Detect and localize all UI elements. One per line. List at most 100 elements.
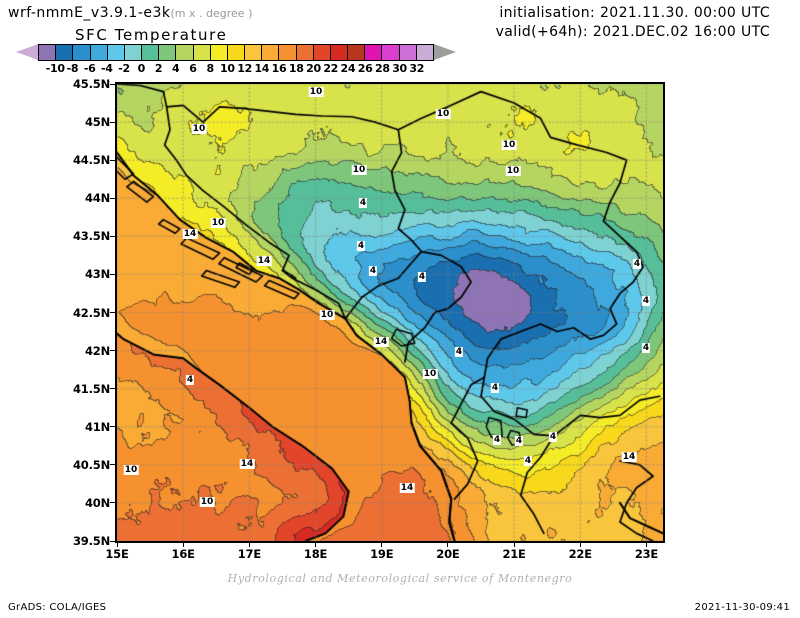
- colorbar-tick: 0: [137, 62, 146, 75]
- contour-label: 4: [417, 272, 427, 282]
- model-units: (m x . degree ): [170, 7, 253, 20]
- colorbar-tick: 12: [237, 62, 252, 75]
- contour-label: 14: [256, 256, 272, 266]
- valid-time: valid(+64h): 2021.DEC.02 16:00 UTC: [495, 24, 770, 40]
- colorbar-swatch: [193, 45, 211, 60]
- y-axis-tick-label: 45N: [84, 115, 110, 130]
- contour-label: 4: [358, 198, 368, 208]
- colorbar-tick: 14: [254, 62, 270, 75]
- render-timestamp: 2021-11-30-09:41: [694, 602, 790, 613]
- colorbar-under-arrow-icon: [16, 44, 38, 60]
- colorbar-swatch: [399, 45, 417, 60]
- y-axis-tick-mark: [110, 464, 115, 466]
- y-axis-tick-label: 44N: [84, 191, 110, 206]
- x-axis-tick-mark: [447, 543, 449, 547]
- colorbar-swatch: [262, 45, 280, 60]
- colorbar-swatch: [279, 45, 297, 60]
- colorbar-swatch: [159, 45, 177, 60]
- y-axis-tick-mark: [110, 388, 115, 390]
- colorbar-swatch: [296, 45, 314, 60]
- colorbar-swatches: [38, 44, 434, 61]
- colorbar-swatch: [210, 45, 228, 60]
- colorbar-tick: 22: [323, 62, 339, 75]
- y-axis-tick-label: 40.5N: [73, 457, 110, 472]
- temperature-field-canvas: [117, 84, 663, 541]
- contour-label: 4: [641, 343, 651, 353]
- x-axis-tick-label: 15E: [105, 547, 129, 561]
- contour-label: 14: [239, 459, 255, 469]
- x-axis-tick-mark: [315, 543, 317, 547]
- colorbar-swatch: [365, 45, 383, 60]
- contour-label: 10: [308, 87, 324, 97]
- y-axis-tick-mark: [110, 540, 115, 542]
- x-axis-tick-mark: [248, 543, 250, 547]
- contour-label: 14: [182, 229, 198, 239]
- y-axis-tick-label: 41.5N: [73, 381, 110, 396]
- colorbar-swatch: [313, 45, 331, 60]
- contour-label: 4: [490, 383, 500, 393]
- colorbar-tick: -10: [45, 62, 65, 75]
- x-axis-tick-mark: [116, 543, 118, 547]
- colorbar-tick-labels: -10 -8 -6 -4 -2 0 2 4 6 8 10 12 14 16 18 20 22 24 26 28 30 32: [38, 61, 434, 75]
- contour-label: 10: [210, 218, 226, 228]
- colorbar-swatch: [124, 45, 143, 60]
- colorbar-tick: 28: [374, 62, 390, 75]
- x-axis-tick-label: 20E: [436, 547, 460, 561]
- colorbar-swatch: [176, 45, 194, 60]
- colorbar-tick: -2: [118, 62, 130, 75]
- colorbar-tick: -8: [66, 62, 79, 75]
- x-axis-tick-label: 21E: [502, 547, 526, 561]
- x-axis-tick-mark: [381, 543, 383, 547]
- x-axis-tick-label: 16E: [171, 547, 195, 561]
- colorbar-swatch: [245, 45, 263, 60]
- contour-label: 4: [356, 241, 366, 251]
- colorbar-swatch: [73, 45, 91, 60]
- colorbar-swatch: [382, 45, 400, 60]
- colorbar-swatch: [227, 45, 246, 60]
- colorbar-tick: 10: [220, 62, 235, 75]
- contour-label: 10: [319, 310, 335, 320]
- y-axis-tick-label: 42.5N: [73, 305, 110, 320]
- contour-label: 4: [492, 435, 502, 445]
- contour-label: 14: [399, 483, 415, 493]
- colorbar-swatch: [39, 45, 57, 60]
- colorbar-swatch: [416, 45, 433, 60]
- map-plot-area: [115, 82, 665, 543]
- y-axis-tick-label: 40N: [84, 495, 110, 510]
- contour-label: 4: [185, 375, 195, 385]
- y-axis-tick-label: 44.5N: [73, 153, 110, 168]
- y-axis-tick-label: 39.5N: [73, 534, 110, 548]
- contour-label: 4: [641, 296, 651, 306]
- contour-label: 4: [514, 436, 524, 446]
- colorbar-tick: 26: [357, 62, 373, 75]
- colorbar-tick: 8: [206, 62, 214, 75]
- grads-label: GrADS: COLA/IGES: [8, 602, 107, 613]
- colorbar-tick: 30: [392, 62, 407, 75]
- y-axis-tick-label: 43.5N: [73, 229, 110, 244]
- x-axis-tick-mark: [645, 543, 647, 547]
- contour-label: 10: [422, 369, 438, 379]
- y-axis-tick-mark: [110, 273, 115, 275]
- colorbar-tick: 4: [172, 62, 180, 75]
- colorbar-tick: 24: [340, 62, 356, 75]
- contour-label: 10: [199, 497, 215, 507]
- colorbar-tick: 32: [409, 62, 425, 75]
- y-axis-tick-label: 43N: [84, 267, 110, 282]
- x-axis-tick-mark: [182, 543, 184, 547]
- y-axis-tick-label: 42N: [84, 343, 110, 358]
- y-axis-tick-mark: [110, 197, 115, 199]
- y-axis-tick-label: 45.5N: [73, 77, 110, 91]
- x-axis-tick-label: 23E: [634, 547, 659, 561]
- agency-credit: Hydrological and Meteorological service …: [227, 572, 573, 585]
- model-name: wrf-nmmE_v3.9.1-e3k: [8, 5, 171, 21]
- x-axis-tick-label: 19E: [370, 547, 394, 561]
- colorbar-tick: -4: [101, 62, 113, 75]
- contour-label: 4: [368, 266, 378, 276]
- model-title: wrf-nmmE_v3.9.1-e3k(m x . degree ): [8, 5, 252, 21]
- x-axis-tick-label: 22E: [568, 547, 592, 561]
- colorbar-swatch: [142, 45, 160, 60]
- colorbar-tick: 18: [288, 62, 304, 75]
- colorbar-tick: 6: [189, 62, 197, 75]
- y-axis-tick-label: 41N: [84, 419, 110, 434]
- y-axis-tick-mark: [110, 235, 115, 237]
